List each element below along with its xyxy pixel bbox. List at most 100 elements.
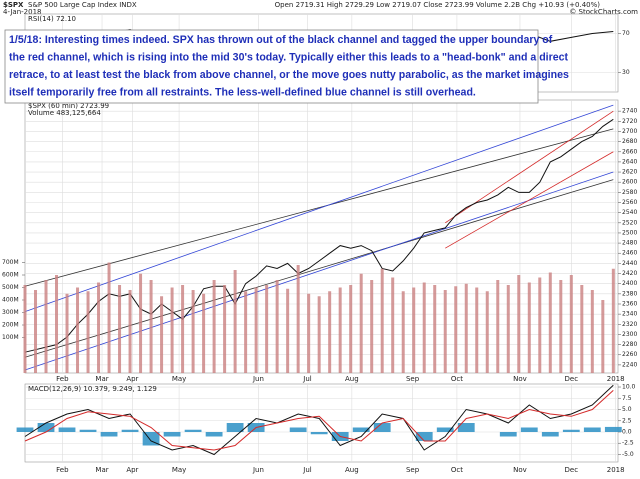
volume-bar <box>76 287 80 373</box>
x-tick-label: Feb <box>56 375 69 383</box>
histogram-bar <box>79 429 97 432</box>
volume-bar <box>527 282 531 373</box>
channel-line <box>24 128 614 287</box>
note-box <box>4 29 539 104</box>
note-line: itself temporarily free from all restrai… <box>9 86 476 98</box>
volume-bar <box>160 296 164 373</box>
y-tick-label: 2360 <box>622 300 637 307</box>
volume-bar <box>464 283 468 373</box>
volume-bar <box>601 300 605 373</box>
y-tick-label: 2640 <box>622 158 637 165</box>
note-line: retrace, to at least test the black from… <box>9 69 569 81</box>
volume-bar <box>139 273 143 373</box>
histogram-bar <box>205 431 223 437</box>
volume-bar <box>580 285 584 373</box>
panel-label: Volume 483,125,664 <box>28 109 101 117</box>
y-tick-label: 2680 <box>622 138 637 145</box>
histogram-bar <box>373 423 391 432</box>
histogram-bar <box>121 429 139 432</box>
histogram-bar <box>16 427 34 432</box>
volume-bar <box>338 287 342 373</box>
x-tick-label: Mar <box>95 375 108 383</box>
volume-bar <box>223 285 227 373</box>
volume-bar <box>433 285 437 373</box>
y-tick-label: 2720 <box>622 118 637 125</box>
volume-bar <box>569 275 573 373</box>
channel-line <box>24 179 614 358</box>
volume-bar <box>548 272 552 373</box>
histogram-bar <box>583 427 601 432</box>
volume-bar <box>23 285 27 373</box>
panel-label: $SPX (60 min) 2723.99 <box>28 102 109 110</box>
y-tick-label: 70 <box>622 30 630 37</box>
y-tick-label: 2580 <box>622 189 637 196</box>
histogram-bar <box>184 429 202 432</box>
x-tick-label: Jul <box>302 375 312 383</box>
y-tick-label: 2560 <box>622 199 637 206</box>
volume-bar <box>517 275 521 373</box>
volume-bar <box>170 287 174 373</box>
volume-bar <box>265 285 269 373</box>
note-line: the red channel, which is rising into th… <box>9 51 569 63</box>
y-tick-label: 2740 <box>622 108 637 115</box>
volume-bar <box>496 280 500 373</box>
volume-bar <box>107 262 111 373</box>
y-tick-label: 2240 <box>622 361 637 368</box>
volume-bar <box>212 280 216 373</box>
volume-bar <box>380 268 384 373</box>
volume-bar <box>296 265 300 373</box>
date: 4-Jan-2018 <box>3 8 42 16</box>
macd-line <box>24 390 614 451</box>
volume-bar <box>86 291 90 373</box>
histogram-bar <box>415 431 433 441</box>
volume-bar <box>128 290 132 373</box>
volume-bar <box>506 285 510 373</box>
y-tick-label: 7.5 <box>622 395 632 402</box>
y-tick-label: 500M <box>2 284 19 291</box>
y-tick-label: 300M <box>2 309 19 316</box>
histogram-bar <box>562 429 580 432</box>
y-tick-label: 2.5 <box>622 417 632 424</box>
x-tick-label: Dec <box>565 375 579 383</box>
x-tick-label: Feb <box>56 466 69 474</box>
y-tick-label: 2700 <box>622 128 637 135</box>
panel-label: MACD(12,26,9) 10.379, 9.249, 1.129 <box>28 385 157 393</box>
volume-bar <box>181 285 185 373</box>
x-tick-label: Jul <box>302 466 312 474</box>
y-tick-label: 600M <box>2 272 19 279</box>
panel-label: RSI(14) 72.10 <box>28 15 76 23</box>
y-tick-label: 2460 <box>622 250 637 257</box>
x-tick-label: May <box>172 375 186 383</box>
y-tick-label: 2400 <box>622 280 637 287</box>
y-tick-label: 100M <box>2 334 19 341</box>
price-line <box>24 118 614 353</box>
volume-bar <box>34 290 38 373</box>
volume-bar <box>485 291 489 373</box>
y-tick-label: 2520 <box>622 219 637 226</box>
histogram-bar <box>226 423 244 432</box>
histogram-bar <box>289 427 307 432</box>
y-tick-label: 2500 <box>622 229 637 236</box>
volume-bar <box>359 273 363 373</box>
volume-bar <box>422 282 426 373</box>
volume-bar <box>349 285 353 373</box>
volume-bar <box>590 290 594 373</box>
y-tick-label: 2600 <box>622 179 637 186</box>
histogram-bar <box>37 423 55 432</box>
note-line: 1/5/18: Interesting times indeed. SPX ha… <box>9 34 553 46</box>
y-tick-label: 2320 <box>622 321 637 328</box>
y-tick-label: 2420 <box>622 270 637 277</box>
y-tick-label: 2440 <box>622 260 637 267</box>
y-tick-label: 2300 <box>622 331 637 338</box>
volume-bar <box>328 291 332 373</box>
x-tick-label: Oct <box>451 466 463 474</box>
x-tick-label: Sep <box>406 375 420 383</box>
x-tick-label: Mar <box>95 466 108 474</box>
y-tick-label: 400M <box>2 297 19 304</box>
volume-bar <box>611 268 615 373</box>
y-tick-label: 2380 <box>622 290 637 297</box>
symbol: $SPX <box>3 1 24 9</box>
channel-line <box>24 171 614 371</box>
x-tick-label: Nov <box>513 466 527 474</box>
